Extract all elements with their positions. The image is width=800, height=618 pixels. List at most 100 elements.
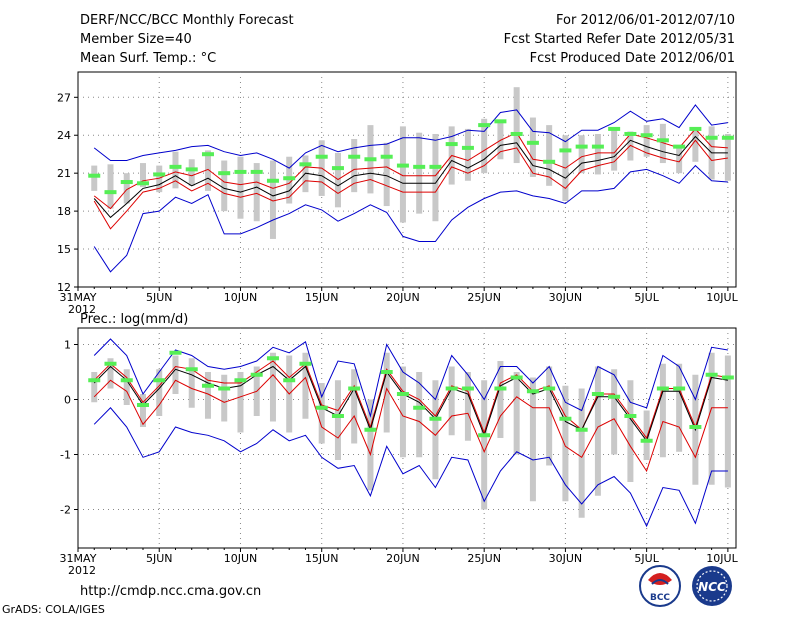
ensemble-bar [692,127,699,162]
y-tick-label: 21 [57,167,71,180]
x-tick-label: 31MAY [60,291,97,304]
obs-dash [721,135,734,140]
obs-dash [689,425,702,429]
x-tick-label: 5JUN [146,552,173,565]
ensemble-bar [204,372,211,419]
ensemble-bar [367,399,374,491]
y-tick-label: 18 [57,205,71,218]
ensemble-bar [659,123,666,164]
obs-dash [575,144,588,149]
ensemble-bar [562,385,569,502]
temperature-panel: 12 15 18 21 24 27 31MAY 5JUN 10JUN 15JUN 20JUN 25JU… [57,71,739,316]
ensemble-bar [399,366,406,458]
obs-dash [624,414,637,418]
ensemble-bar [481,118,488,174]
obs-dash [640,438,653,443]
obs-dash [640,133,653,138]
obs-dash [413,164,426,169]
ensemble-bar [464,372,471,441]
obs-dash [559,148,572,153]
ensemble-bar [156,369,163,416]
obs-dash [315,154,328,159]
obs-dash [608,394,621,399]
obs-dash [283,378,296,383]
obs-dash [266,356,279,361]
ensemble-bar [448,366,455,436]
upper-quartile-line [93,360,728,440]
obs-dash [234,169,247,174]
ncc-logo-text: NCC [698,580,726,594]
y-tick-label: -2 [60,504,71,517]
ensemble-min-line [93,164,728,273]
obs-dash [88,173,101,178]
obs-dash [185,167,198,172]
obs-dash [526,140,539,145]
obs-dash [364,157,377,162]
ensemble-bar [432,133,439,222]
ensemble-bar [546,125,553,186]
obs-dash [315,405,328,410]
ensemble-bar [188,159,195,186]
grads-credit: GrADS: COLA/IGES [2,603,105,616]
ensemble-bar [497,361,504,438]
ensemble-bar [594,133,601,175]
obs-dash [218,386,231,391]
obs-dash [348,386,361,391]
ensemble-bar [513,372,520,455]
obs-dash [185,367,198,372]
ensemble-max-line [93,338,728,418]
obs-dash [461,145,474,150]
ensemble-bar [627,380,634,482]
x-tick-label: 25JUN [467,552,501,565]
forecast-period: For 2012/06/01-2012/07/10 [556,13,735,28]
obs-dash [429,416,442,421]
obs-dash [478,123,491,128]
ensemble-bar [659,363,666,458]
ensemble-bar [107,164,114,209]
obs-dash [169,164,182,169]
ensemble-bar [383,142,390,207]
ensemble-bar [724,133,731,181]
obs-dash [559,416,572,421]
obs-dash [624,131,637,136]
ensemble-bar [237,156,244,219]
plot-frame [77,71,737,288]
ensemble-bar [416,372,423,458]
ensemble-bar [221,374,228,422]
ensemble-bar [334,152,341,208]
ensemble-bar [91,165,98,191]
y-tick-label: 15 [57,243,71,256]
lower-quartile-line [93,139,728,230]
ensemble-bar [253,163,260,222]
x-tick-label: 25JUN [467,291,501,304]
median-line [93,135,728,219]
ensemble-bar [139,163,146,188]
precipitation-panel: -2 -1 0 1 31MAY 5JUN 10JUN 15JUN 20JUN 25JUN 30JUN… [60,327,739,577]
ensemble-bar [172,355,179,394]
ensemble-max-line [93,104,728,169]
obs-dash [104,190,117,195]
obs-dash [591,144,604,149]
ensemble-bar [546,366,553,466]
ensemble-bar [643,125,650,157]
ensemble-bar [676,146,683,174]
ensemble-bar [383,352,390,433]
x-tick-label: 15JUN [305,291,339,304]
ensemble-bar [676,363,683,452]
ensemble-bar [513,87,520,164]
y-tick-label: 27 [57,91,71,104]
ensemble-bar [594,366,601,496]
x-tick-label: 5JUL [634,552,659,565]
obs-dash [575,427,588,432]
ensemble-bar [204,150,211,191]
ensemble-bar [139,394,146,427]
obs-dash [705,372,718,377]
obs-dash [673,144,686,149]
obs-dash [656,386,669,391]
obs-dash [299,162,312,167]
ensemble-bar [464,128,471,181]
ensemble-bar [237,372,244,433]
ensemble-bar [269,160,276,239]
x-tick-label: 10JUN [224,291,258,304]
